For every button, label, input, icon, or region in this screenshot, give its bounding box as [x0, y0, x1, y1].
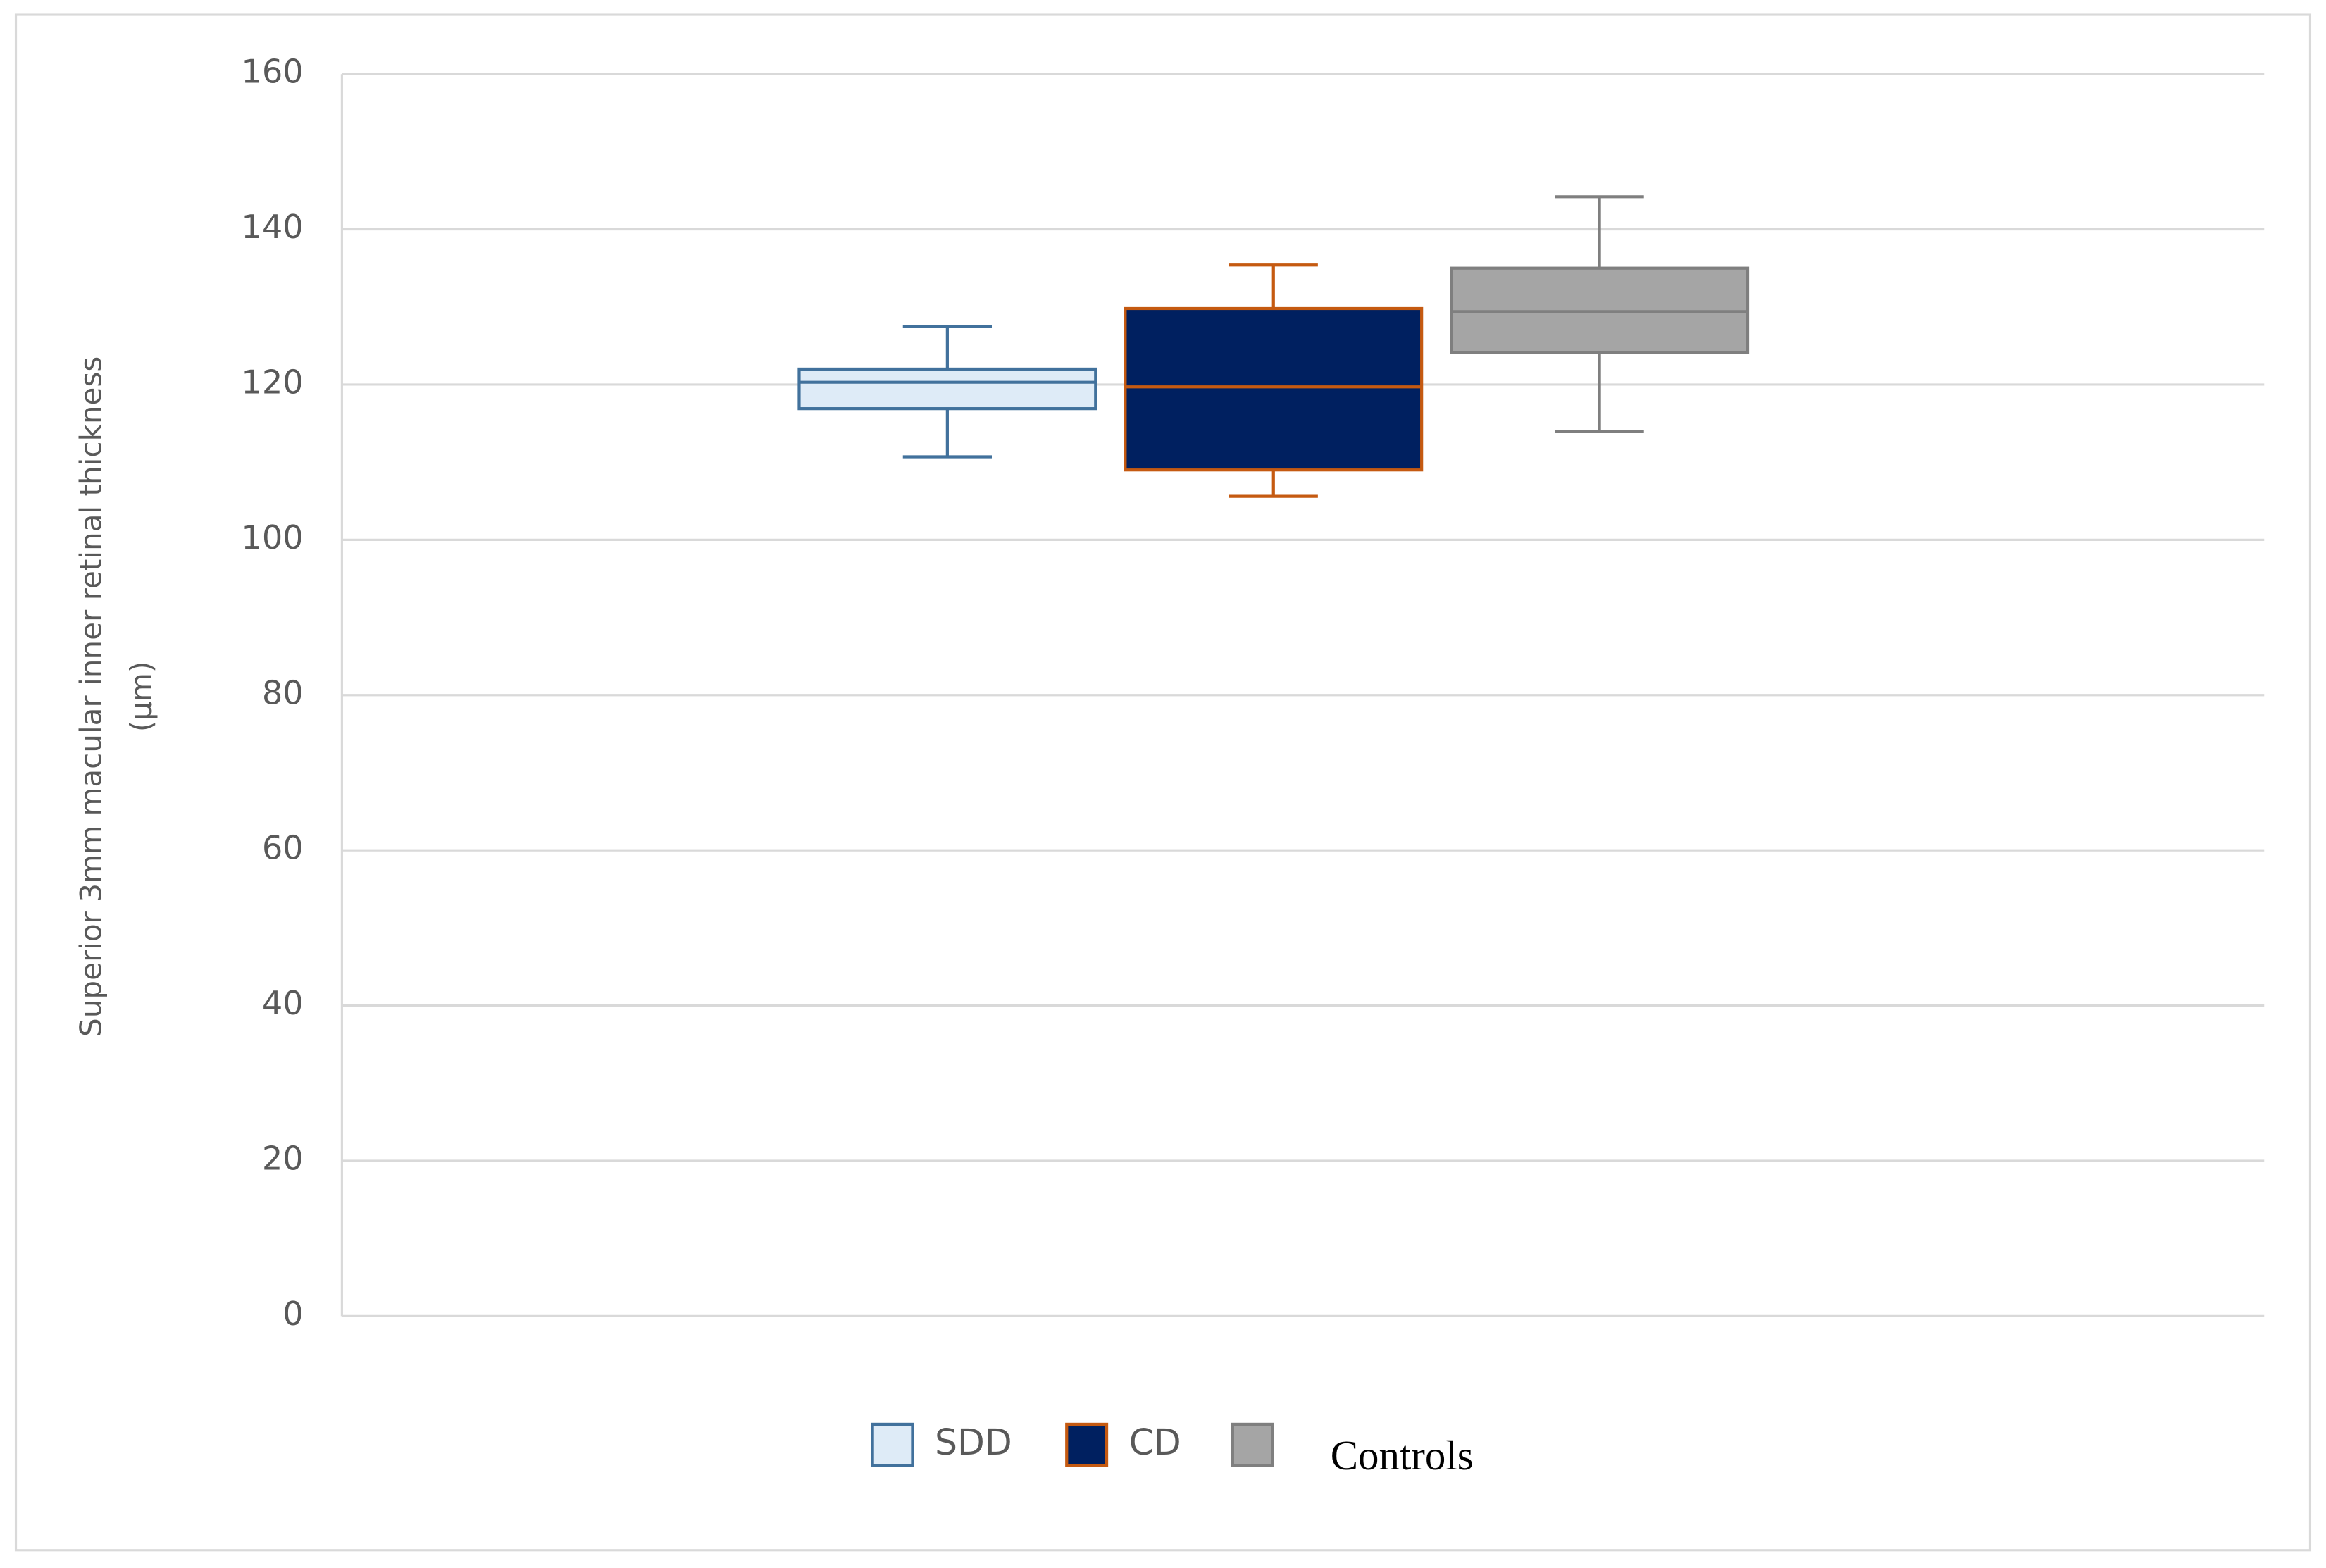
- y-tick-label: 120: [241, 363, 303, 401]
- box: [1124, 306, 1424, 472]
- chart-border: [14, 13, 2312, 1552]
- legend-label: CD: [1129, 1421, 1181, 1463]
- y-tick-label: 40: [262, 984, 304, 1022]
- y-axis-title-line: (μm): [124, 661, 158, 733]
- y-tick-label: 20: [262, 1139, 304, 1177]
- y-tick-label: 80: [262, 673, 304, 711]
- legend-swatch: [1231, 1422, 1274, 1467]
- legend-swatch: [871, 1422, 914, 1467]
- box: [797, 367, 1097, 411]
- legend-label: Controls: [1331, 1433, 1474, 1479]
- y-axis-title: Superior 3mm macular inner retinal thick…: [73, 356, 158, 1037]
- y-axis-title-line: Superior 3mm macular inner retinal thick…: [73, 356, 108, 1037]
- y-tick-label: 160: [241, 53, 303, 91]
- y-tick-label: 100: [241, 518, 303, 556]
- y-tick-label: 140: [241, 208, 303, 246]
- legend-swatch: [1065, 1422, 1109, 1467]
- legend-label: SDD: [935, 1421, 1012, 1463]
- y-tick-label: 60: [262, 829, 304, 867]
- y-tick-label: 0: [282, 1295, 303, 1333]
